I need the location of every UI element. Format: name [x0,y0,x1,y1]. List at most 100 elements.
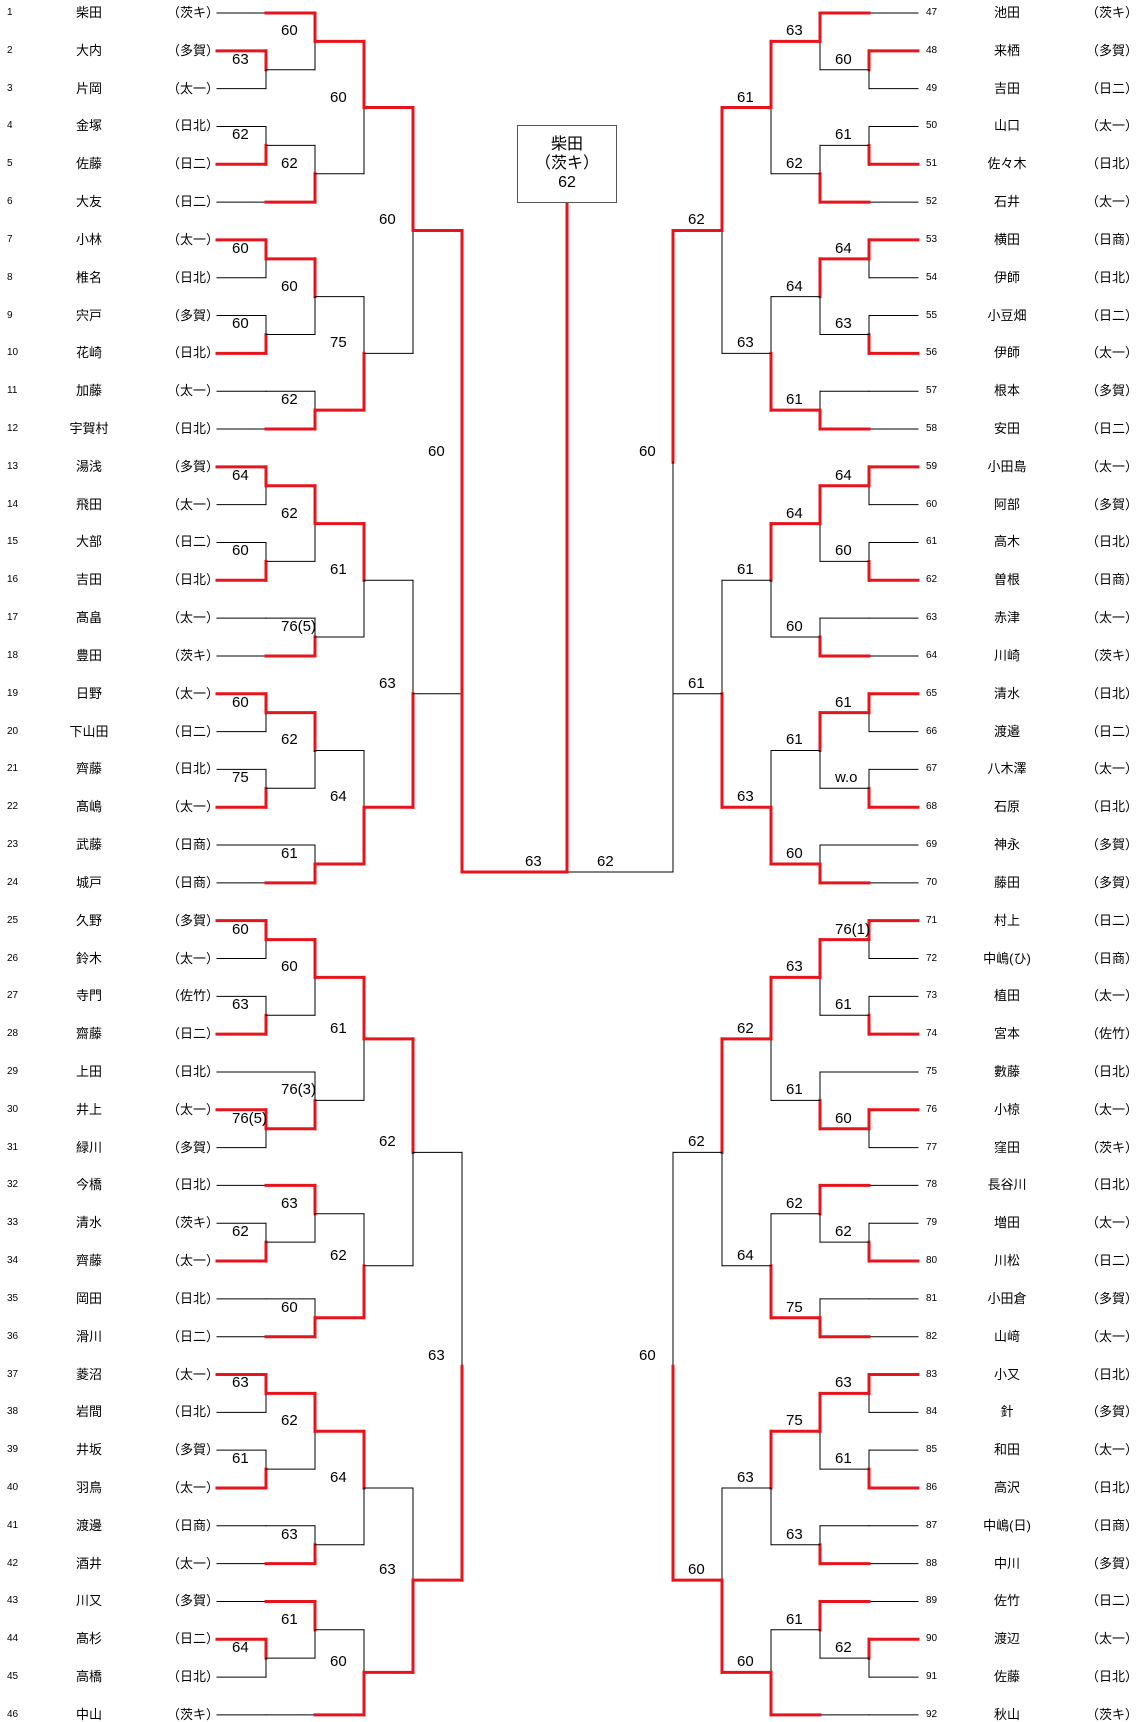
player-school: （太一） [167,799,220,815]
match-score: w.o [835,769,858,787]
player-school: （太一） [167,496,220,512]
match-score: 62 [232,1223,249,1241]
champion-school: （茨キ） [534,155,599,172]
player-school: （太一） [167,685,220,701]
player-school: （太一） [1086,1442,1139,1458]
match-score: 64 [737,1246,754,1264]
seed-number: 63 [926,612,938,624]
player-school: （日北） [1086,269,1139,285]
player-name: 渡辺 [993,1631,1020,1647]
seed-number: 43 [7,1595,19,1607]
player-name: 植田 [993,988,1020,1004]
seed-number: 79 [926,1217,938,1229]
match-score: 61 [281,844,298,862]
seed-number: 51 [926,158,938,170]
player-school: （茨キ） [167,5,220,20]
match-score: 60 [786,844,803,862]
player-school: （太一） [167,610,220,626]
seed-number: 50 [926,120,938,132]
match-score: 64 [786,277,803,295]
match-score: 64 [835,239,852,257]
player-name: 安田 [993,421,1020,437]
seed-number: 57 [926,385,938,397]
player-school: （茨キ） [1086,1139,1139,1155]
match-score: 60 [428,443,445,461]
seed-number: 87 [926,1519,938,1531]
player-name: 村上 [993,912,1020,928]
player-school: （多賀） [1086,42,1139,58]
player-name: 吉田 [993,80,1020,96]
player-school: （日商） [167,1517,220,1533]
match-score: 60 [232,542,249,560]
match-score: 75 [232,769,249,787]
match-score: 64 [232,1639,249,1657]
player-school: （太一） [167,1366,220,1382]
match-score: 61 [330,1019,347,1037]
player-name: 増田 [993,1215,1020,1231]
player-name: 井坂 [75,1442,102,1458]
seed-number: 67 [926,763,938,775]
seed-number: 56 [926,347,938,359]
seed-number: 40 [7,1481,19,1493]
player-name: 阿部 [993,496,1020,512]
match-score: 61 [835,693,852,711]
player-name: 酒井 [75,1555,102,1571]
seed-number: 13 [7,460,19,472]
player-name: 齊藤 [75,761,102,777]
seed-number: 24 [7,876,19,888]
seed-number: 17 [7,612,19,624]
seed-number: 28 [7,1028,19,1040]
player-school: （佐竹） [1086,1026,1139,1042]
player-school: （多賀） [167,307,220,323]
player-school: （多賀） [1086,496,1139,512]
player-school: （太一） [1086,194,1139,210]
match-score: 62 [281,391,298,409]
seed-number: 61 [926,536,938,548]
player-school: （日二） [167,1026,220,1042]
player-name: 高木 [993,534,1020,550]
seed-number: 2 [7,44,13,56]
match-score: 60 [688,1561,705,1579]
match-score: 63 [232,1374,249,1392]
match-score: 61 [835,996,852,1014]
player-school: （日北） [167,572,220,588]
player-name: 川崎 [993,647,1020,663]
player-name: 中川 [993,1555,1020,1571]
seed-number: 4 [7,120,13,132]
match-score: 64 [835,466,852,484]
player-school: （日北） [167,761,220,777]
seed-number: 39 [7,1444,19,1456]
player-name: 佐々木 [987,156,1027,172]
player-school: （日二） [167,534,220,550]
player-school: （多賀） [1086,874,1139,890]
match-score: 60 [281,277,298,295]
match-score: 63 [232,996,249,1014]
player-name: 渡邊 [75,1517,102,1533]
player-school: （日北） [1086,1177,1139,1193]
player-name: 中山 [75,1706,102,1722]
match-score: 61 [281,1610,298,1628]
seed-number: 9 [7,309,13,321]
seed-number: 36 [7,1330,19,1342]
match-score: 62 [737,1019,754,1037]
seed-number: 25 [7,914,19,926]
player-school: （多賀） [1086,837,1139,853]
seed-number: 80 [926,1255,938,1267]
seed-number: 78 [926,1179,938,1191]
match-score: 61 [835,1450,852,1468]
player-school: （茨キ） [1086,1706,1139,1722]
match-score: 62 [330,1246,347,1264]
match-score: 75 [786,1298,803,1316]
match-score: 60 [835,542,852,560]
player-school: （太一） [1086,1328,1139,1344]
player-school: （太一） [1086,610,1139,626]
player-school: （日北） [167,118,220,134]
match-score: 60 [835,1109,852,1127]
seed-number: 86 [926,1481,938,1493]
seed-number: 45 [7,1671,19,1683]
seed-number: 20 [7,725,19,737]
player-name: 寺門 [75,988,102,1004]
player-school: （茨キ） [167,1706,220,1722]
final-left-score: 63 [525,853,542,870]
player-name: 佐竹 [993,1593,1020,1609]
